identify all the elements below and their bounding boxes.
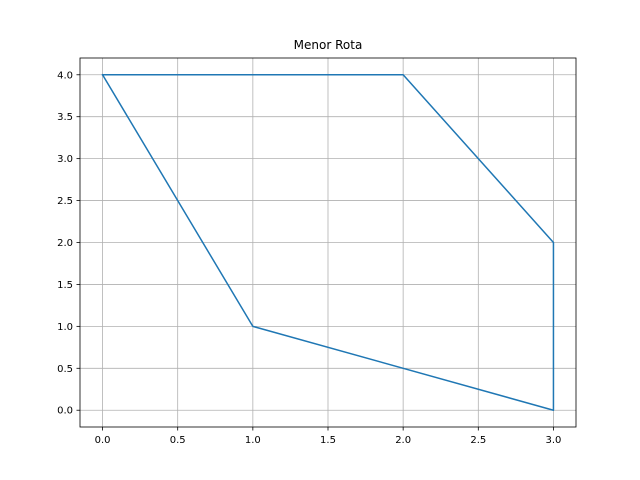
y-tick-label: 2.0 [57,238,73,249]
grid [80,58,576,427]
y-tick-label: 0.0 [57,406,73,417]
y-tick-label: 4.0 [57,70,73,81]
y-tick-label: 0.5 [57,364,73,375]
x-tick-label: 2.5 [470,435,486,446]
route-line [101,73,555,411]
y-tick-label: 3.5 [57,112,73,123]
y-tick-label: 3.0 [57,154,73,165]
chart-title: Menor Rota [294,38,363,52]
y-tick-label: 1.0 [57,322,73,333]
x-tick-label: 2.0 [395,435,411,446]
x-tick-label: 1.0 [245,435,261,446]
series-layer [101,73,555,411]
axis-ticks: 0.0 0.5 1.0 1.5 2.0 2.5 3.0 0.0 0.5 1.0 1.5 2.0 2.5 3… [57,70,561,446]
x-tick-label: 1.5 [320,435,336,446]
y-tick-label: 2.5 [57,196,73,207]
y-tick-label: 1.5 [57,280,73,291]
x-tick-label: 0.0 [95,435,111,446]
x-tick-label: 0.5 [170,435,186,446]
x-tick-label: 3.0 [546,435,562,446]
